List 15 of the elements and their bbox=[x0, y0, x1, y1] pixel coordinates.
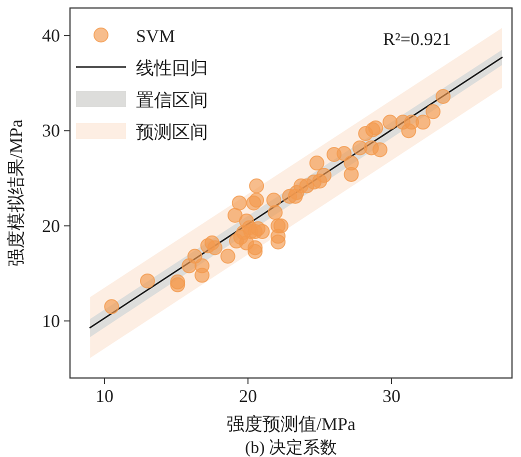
y-tick-label: 30 bbox=[42, 120, 60, 141]
x-tick-label: 20 bbox=[238, 386, 257, 406]
annotation: R²=0.921 bbox=[382, 29, 452, 49]
y-tick-label: 10 bbox=[42, 310, 60, 331]
y-tick-label: 40 bbox=[42, 26, 60, 46]
legend-label: SVM bbox=[136, 26, 176, 46]
legend-label: 线性回归 bbox=[136, 58, 208, 78]
legend-label: 预测区间 bbox=[136, 122, 208, 142]
legend-label: 置信区间 bbox=[136, 90, 208, 110]
text: (b) 决定系数 bbox=[244, 438, 338, 457]
y-tick-label: 20 bbox=[42, 216, 60, 236]
y-axis-title: 强度模拟结果/MPa bbox=[6, 119, 26, 267]
x-tick-label: 30 bbox=[382, 386, 400, 406]
x-tick-label: 10 bbox=[95, 386, 114, 406]
x-axis-title: 强度预测值/MPa bbox=[226, 414, 356, 434]
